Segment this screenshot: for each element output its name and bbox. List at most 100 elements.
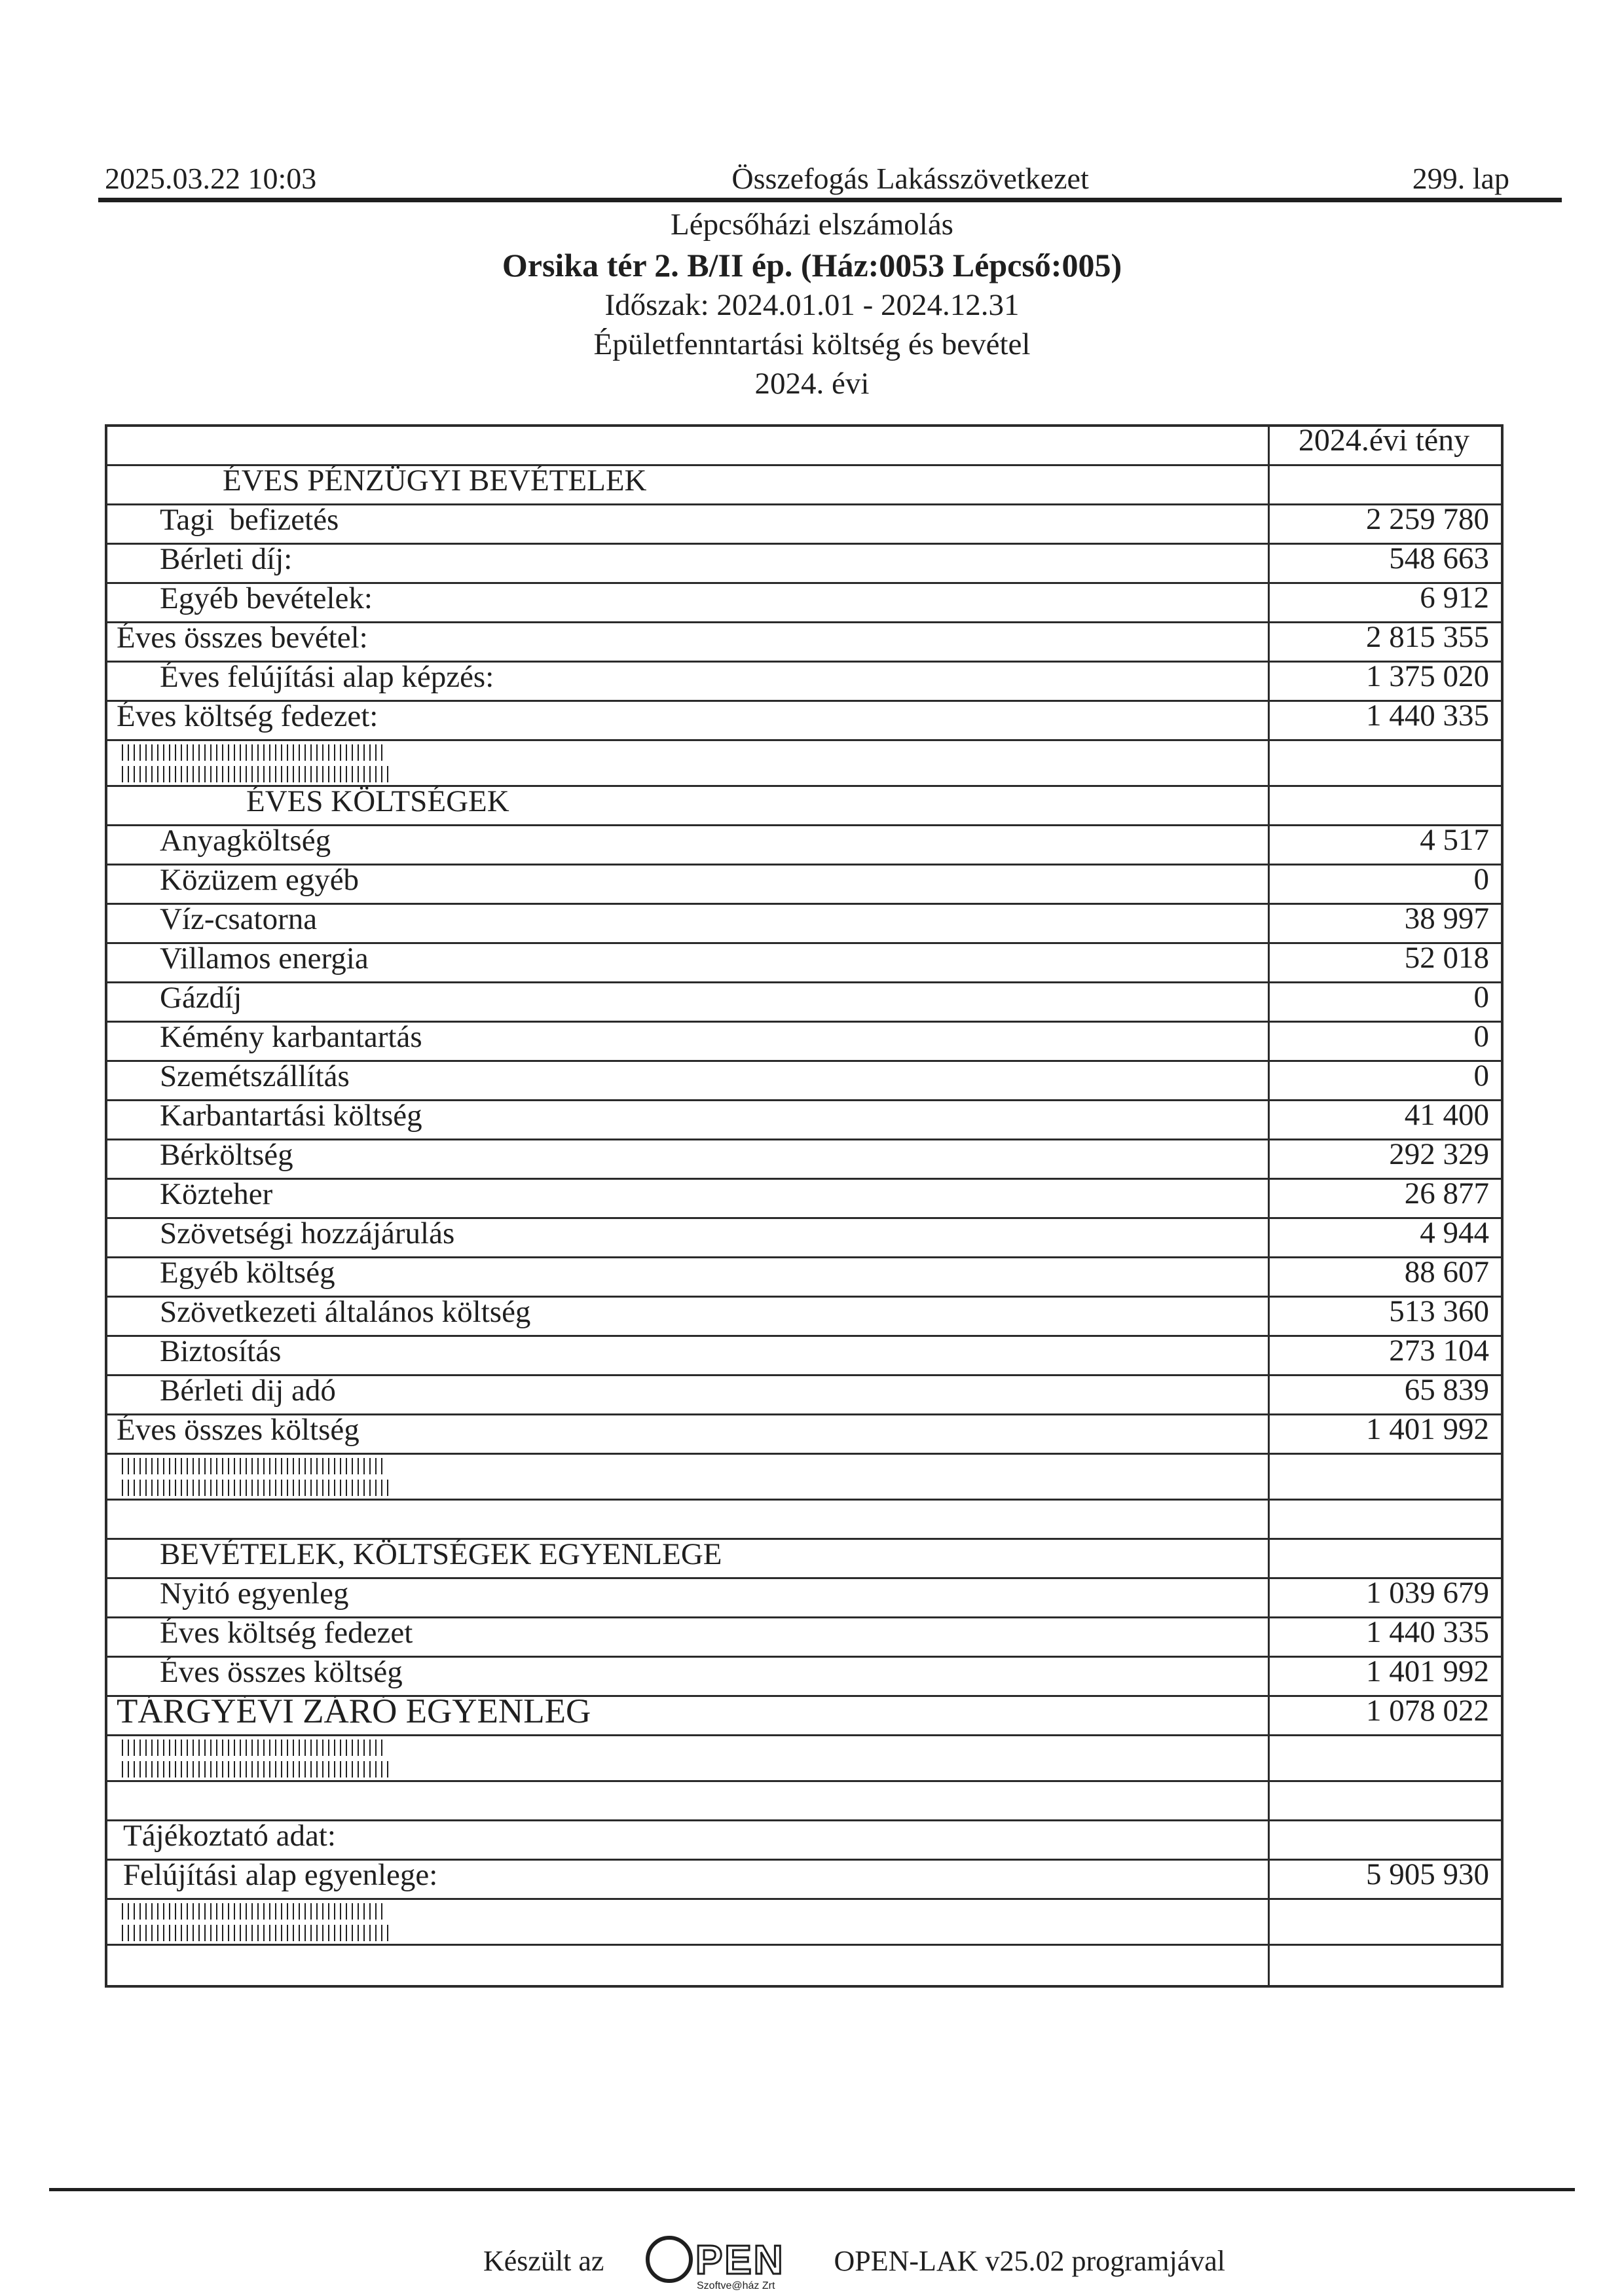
row-value-cell: 548 663: [1268, 545, 1501, 582]
row-label-cell: [107, 741, 1268, 785]
row-label-cell: [107, 1736, 1268, 1780]
row-value: 548 663: [1389, 545, 1489, 575]
table-row: Közteher 26 877: [107, 1180, 1501, 1219]
table-row: Kémény karbantartás 0: [107, 1023, 1501, 1062]
row-value: 6 912: [1420, 584, 1489, 615]
value-column-header-label: 2024.évi tény: [1298, 427, 1470, 458]
row-label: Közüzem egyéb: [160, 866, 360, 897]
row-value-cell: 1 440 335: [1268, 1618, 1501, 1656]
row-label-cell: Gázdíj: [107, 983, 1268, 1021]
table-header-row: 2024.évi tény: [107, 427, 1501, 466]
row-label: Éves költség fedezet:: [117, 702, 378, 733]
open-logo-letters: PEN: [695, 2238, 784, 2283]
row-value: 1 375 020: [1366, 663, 1489, 693]
row-value: 1 078 022: [1366, 1697, 1489, 1728]
row-value-cell: [1268, 1821, 1501, 1859]
row-label: Éves összes költség: [160, 1658, 403, 1689]
hatch-separator: [122, 765, 393, 782]
row-label: Biztosítás: [160, 1337, 282, 1368]
title-block: Lépcsőházi elszámolás Orsika tér 2. B/II…: [0, 210, 1624, 399]
report-subtitle: Épületfenntartási költség és bevétel: [593, 327, 1031, 361]
row-value: 273 104: [1389, 1337, 1489, 1368]
row-value: 65 839: [1404, 1376, 1489, 1407]
row-label: Tájékoztató adat:: [123, 1821, 336, 1853]
table-row: Biztosítás 273 104: [107, 1337, 1501, 1376]
row-label: Egyéb költség: [160, 1258, 335, 1290]
table-row: Szövetségi hozzájárulás 4 944: [107, 1219, 1501, 1258]
section-label: ÉVES PÉNZÜGYI BEVÉTELEK: [223, 466, 647, 498]
row-value: 1 440 335: [1366, 1618, 1489, 1649]
table-row: Éves költség fedezet 1 440 335: [107, 1618, 1501, 1658]
row-value: 292 329: [1389, 1140, 1489, 1171]
table-row-separator: [107, 1900, 1501, 1946]
row-label: Bérleti díj:: [160, 545, 293, 576]
hatch-separator: [122, 1760, 393, 1777]
row-label-cell: Karbantartási költség: [107, 1101, 1268, 1139]
row-value-cell: 1 401 992: [1268, 1658, 1501, 1695]
row-value: 513 360: [1389, 1298, 1489, 1328]
row-value-cell: 2 815 355: [1268, 623, 1501, 661]
period-line: Időszak: 2024.01.01 - 2024.12.31: [604, 288, 1020, 322]
row-label: Közteher: [160, 1180, 273, 1211]
row-label: Éves összes költség: [117, 1415, 360, 1447]
row-label-cell: [107, 1455, 1268, 1499]
row-label-cell: Kémény karbantartás: [107, 1023, 1268, 1060]
row-label-cell: [107, 427, 1268, 464]
building-title: Orsika tér 2. B/II ép. (Ház:0053 Lépcső:…: [502, 247, 1122, 283]
table-row-empty: [107, 1501, 1501, 1540]
row-label: Éves összes bevétel:: [117, 623, 368, 655]
row-label-cell: Éves felújítási alap képzés:: [107, 663, 1268, 700]
row-value-cell: 4 944: [1268, 1219, 1501, 1256]
hatch-separator: [122, 1924, 393, 1941]
row-label-cell: Szövetkezeti általános költség: [107, 1298, 1268, 1335]
table-row-empty: [107, 1782, 1501, 1821]
row-value-cell: 26 877: [1268, 1180, 1501, 1217]
row-label: Anyagköltség: [160, 826, 331, 858]
row-label-cell: Víz-csatorna: [107, 905, 1268, 942]
table-row-section: ÉVES PÉNZÜGYI BEVÉTELEK: [107, 466, 1501, 505]
row-label-cell: Egyéb költség: [107, 1258, 1268, 1296]
table-row-empty: [107, 1946, 1501, 1985]
row-value-cell: [1268, 1736, 1501, 1780]
table-row: Éves felújítási alap képzés: 1 375 020: [107, 663, 1501, 702]
row-value-cell: 0: [1268, 866, 1501, 903]
row-value: 88 607: [1404, 1258, 1489, 1289]
row-value: 2 259 780: [1366, 505, 1489, 536]
table-row: Éves összes költség 1 401 992: [107, 1658, 1501, 1697]
row-value-cell: [1268, 1782, 1501, 1819]
row-value: 4 517: [1420, 826, 1489, 857]
row-label-cell: [107, 1946, 1268, 1985]
row-label-cell: Biztosítás: [107, 1337, 1268, 1374]
page-number: 299. lap: [1412, 162, 1509, 195]
row-value-cell: 38 997: [1268, 905, 1501, 942]
row-label: Gázdíj: [160, 983, 242, 1015]
row-label: Szövetségi hozzájárulás: [160, 1219, 455, 1250]
table-row-total: Éves összes költség 1 401 992: [107, 1415, 1501, 1455]
row-value-cell: 1 440 335: [1268, 702, 1501, 739]
row-label-cell: Bérleti díj:: [107, 545, 1268, 582]
row-value-cell: 6 912: [1268, 584, 1501, 621]
row-label-cell: Egyéb bevételek:: [107, 584, 1268, 621]
table-row: Egyéb bevételek: 6 912: [107, 584, 1501, 623]
row-value-cell: 88 607: [1268, 1258, 1501, 1296]
row-value-cell: [1268, 1501, 1501, 1538]
row-value: 38 997: [1404, 905, 1489, 936]
row-label-cell: Nyitó egyenleg: [107, 1579, 1268, 1616]
open-logo-icon: PEN Szoftve@ház Zrt: [646, 2236, 784, 2291]
row-value-cell: 0: [1268, 1023, 1501, 1060]
row-label-cell: Tájékoztató adat:: [107, 1821, 1268, 1859]
row-value: 41 400: [1404, 1101, 1489, 1132]
row-value-cell: 513 360: [1268, 1298, 1501, 1335]
table-row: Gázdíj 0: [107, 983, 1501, 1023]
table-row: Szövetkezeti általános költség 513 360: [107, 1298, 1501, 1337]
row-value: 26 877: [1404, 1180, 1489, 1211]
row-label-cell: [107, 1501, 1268, 1538]
table-row-section: BEVÉTELEK, KÖLTSÉGEK EGYENLEGE: [107, 1540, 1501, 1579]
row-value: 0: [1473, 1062, 1490, 1093]
hatch-separator: [122, 744, 382, 761]
table-row: Tájékoztató adat:: [107, 1821, 1501, 1861]
hatch-separator: [122, 1903, 382, 1920]
row-value-cell: 273 104: [1268, 1337, 1501, 1374]
row-label-cell: ÉVES KÖLTSÉGEK: [107, 787, 1268, 824]
hatch-separator: [122, 1457, 382, 1474]
